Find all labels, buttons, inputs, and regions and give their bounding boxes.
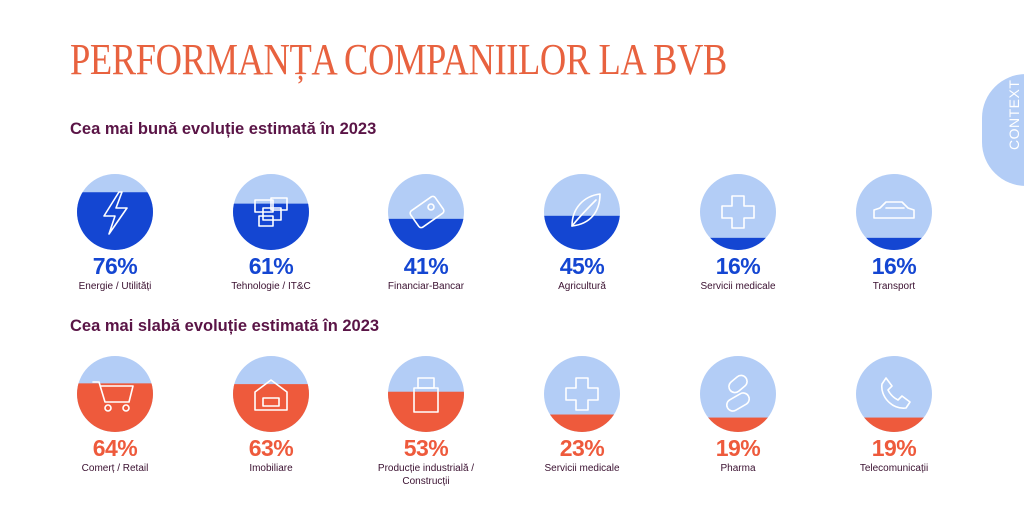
- house-icon: [254, 379, 288, 411]
- chart-item: 76% Energie / Utilități: [35, 174, 195, 324]
- gauge-fill: [388, 218, 464, 250]
- chart-item: 19% Pharma: [658, 356, 818, 506]
- category-label: Transport: [872, 281, 916, 292]
- gauge-background: [856, 174, 932, 250]
- value-label: 64%: [92, 435, 138, 461]
- chart-item: 16% Transport: [814, 174, 974, 324]
- gauge-fill: [856, 237, 932, 250]
- chart-item: 16% Servicii medicale: [658, 174, 818, 324]
- value-label: 61%: [248, 253, 294, 279]
- gauge-circle: [544, 356, 620, 432]
- best-performance-chart: 76% Energie / Utilități 61% Tehnologie / IT…: [0, 174, 980, 324]
- category-label: Servicii medicale: [700, 281, 776, 292]
- category-label: Telecomunicații: [859, 463, 929, 474]
- car-icon: [873, 201, 915, 219]
- value-label: 23%: [559, 435, 605, 461]
- category-label: Producție industrială / Construcții: [377, 463, 475, 487]
- category-label: Imobiliare: [249, 463, 293, 474]
- gauge-circle: [700, 356, 776, 432]
- gauge-fill: [77, 383, 153, 432]
- chart-item: 23% Servicii medicale: [502, 356, 662, 506]
- value-label: 53%: [403, 435, 449, 461]
- best-section-title: Cea mai bună evoluție estimată în 2023: [70, 120, 377, 138]
- worst-performance-chart: 64% Comerț / Retail 63% Imobiliare 53% Produc…: [0, 356, 980, 506]
- gauge-background: [700, 356, 776, 432]
- phone-icon: [881, 377, 911, 409]
- gauge-circle: [856, 356, 932, 432]
- gauge-circle: [388, 356, 464, 432]
- category-label: Servicii medicale: [544, 463, 620, 474]
- gauge-circle: [856, 174, 932, 250]
- factory-icon: [413, 377, 439, 413]
- leaf-icon: [571, 193, 601, 227]
- category-label: Energie / Utilități: [78, 281, 152, 292]
- value-label: 45%: [559, 253, 605, 279]
- category-label: Financiar-Bancar: [387, 281, 465, 292]
- category-label: Tehnologie / IT&C: [231, 281, 311, 292]
- gauge-fill: [700, 417, 776, 432]
- gauge-circle: [77, 356, 153, 432]
- lightning-icon: [103, 191, 128, 235]
- gauge-background: [700, 174, 776, 250]
- gauge-fill: [856, 417, 932, 432]
- gauge-circle: [700, 174, 776, 250]
- gauge-fill: [700, 237, 776, 250]
- value-label: 16%: [715, 253, 761, 279]
- worst-section-title: Cea mai slabă evoluție estimată în 2023: [70, 317, 380, 335]
- medical-cross-icon: [565, 377, 599, 411]
- category-label: Pharma: [720, 463, 756, 474]
- gauge-fill: [77, 192, 153, 250]
- page-title: PERFORMANȚA COMPANIILOR LA BVB: [70, 35, 727, 84]
- gauge-circle: [233, 356, 309, 432]
- chart-item: 64% Comerț / Retail: [35, 356, 195, 506]
- category-label: Comerț / Retail: [81, 463, 149, 474]
- value-label: 16%: [871, 253, 917, 279]
- medical-cross-icon: [721, 195, 755, 229]
- chart-item: 61% Tehnologie / IT&C: [191, 174, 351, 324]
- gauge-background: [544, 356, 620, 432]
- gauge-fill: [544, 414, 620, 432]
- pill-icon: [726, 374, 750, 412]
- gauge-circle: [544, 174, 620, 250]
- category-label: Agricultură: [558, 281, 606, 292]
- credit-card-icon: [409, 195, 445, 229]
- gauge-fill: [233, 384, 309, 432]
- chart-item: 63% Imobiliare: [191, 356, 351, 506]
- value-label: 19%: [871, 435, 917, 461]
- chart-item: 19% Telecomunicații: [814, 356, 974, 506]
- shopping-cart-icon: [92, 381, 134, 412]
- chart-item: 53% Producție industrială / Construcții: [346, 356, 506, 506]
- value-label: 41%: [403, 253, 449, 279]
- chart-item: 41% Financiar-Bancar: [346, 174, 506, 324]
- gauge-circle: [77, 174, 153, 250]
- value-label: 76%: [92, 253, 138, 279]
- gauge-fill: [544, 215, 620, 250]
- chart-item: 45% Agricultură: [502, 174, 662, 324]
- gauge-circle: [388, 174, 464, 250]
- value-label: 63%: [248, 435, 294, 461]
- gauge-circle: [233, 174, 309, 250]
- context-tab-label: CONTEXT: [1006, 79, 1022, 150]
- gauge-background: [856, 356, 932, 432]
- value-label: 19%: [715, 435, 761, 461]
- servers-icon: [254, 197, 288, 227]
